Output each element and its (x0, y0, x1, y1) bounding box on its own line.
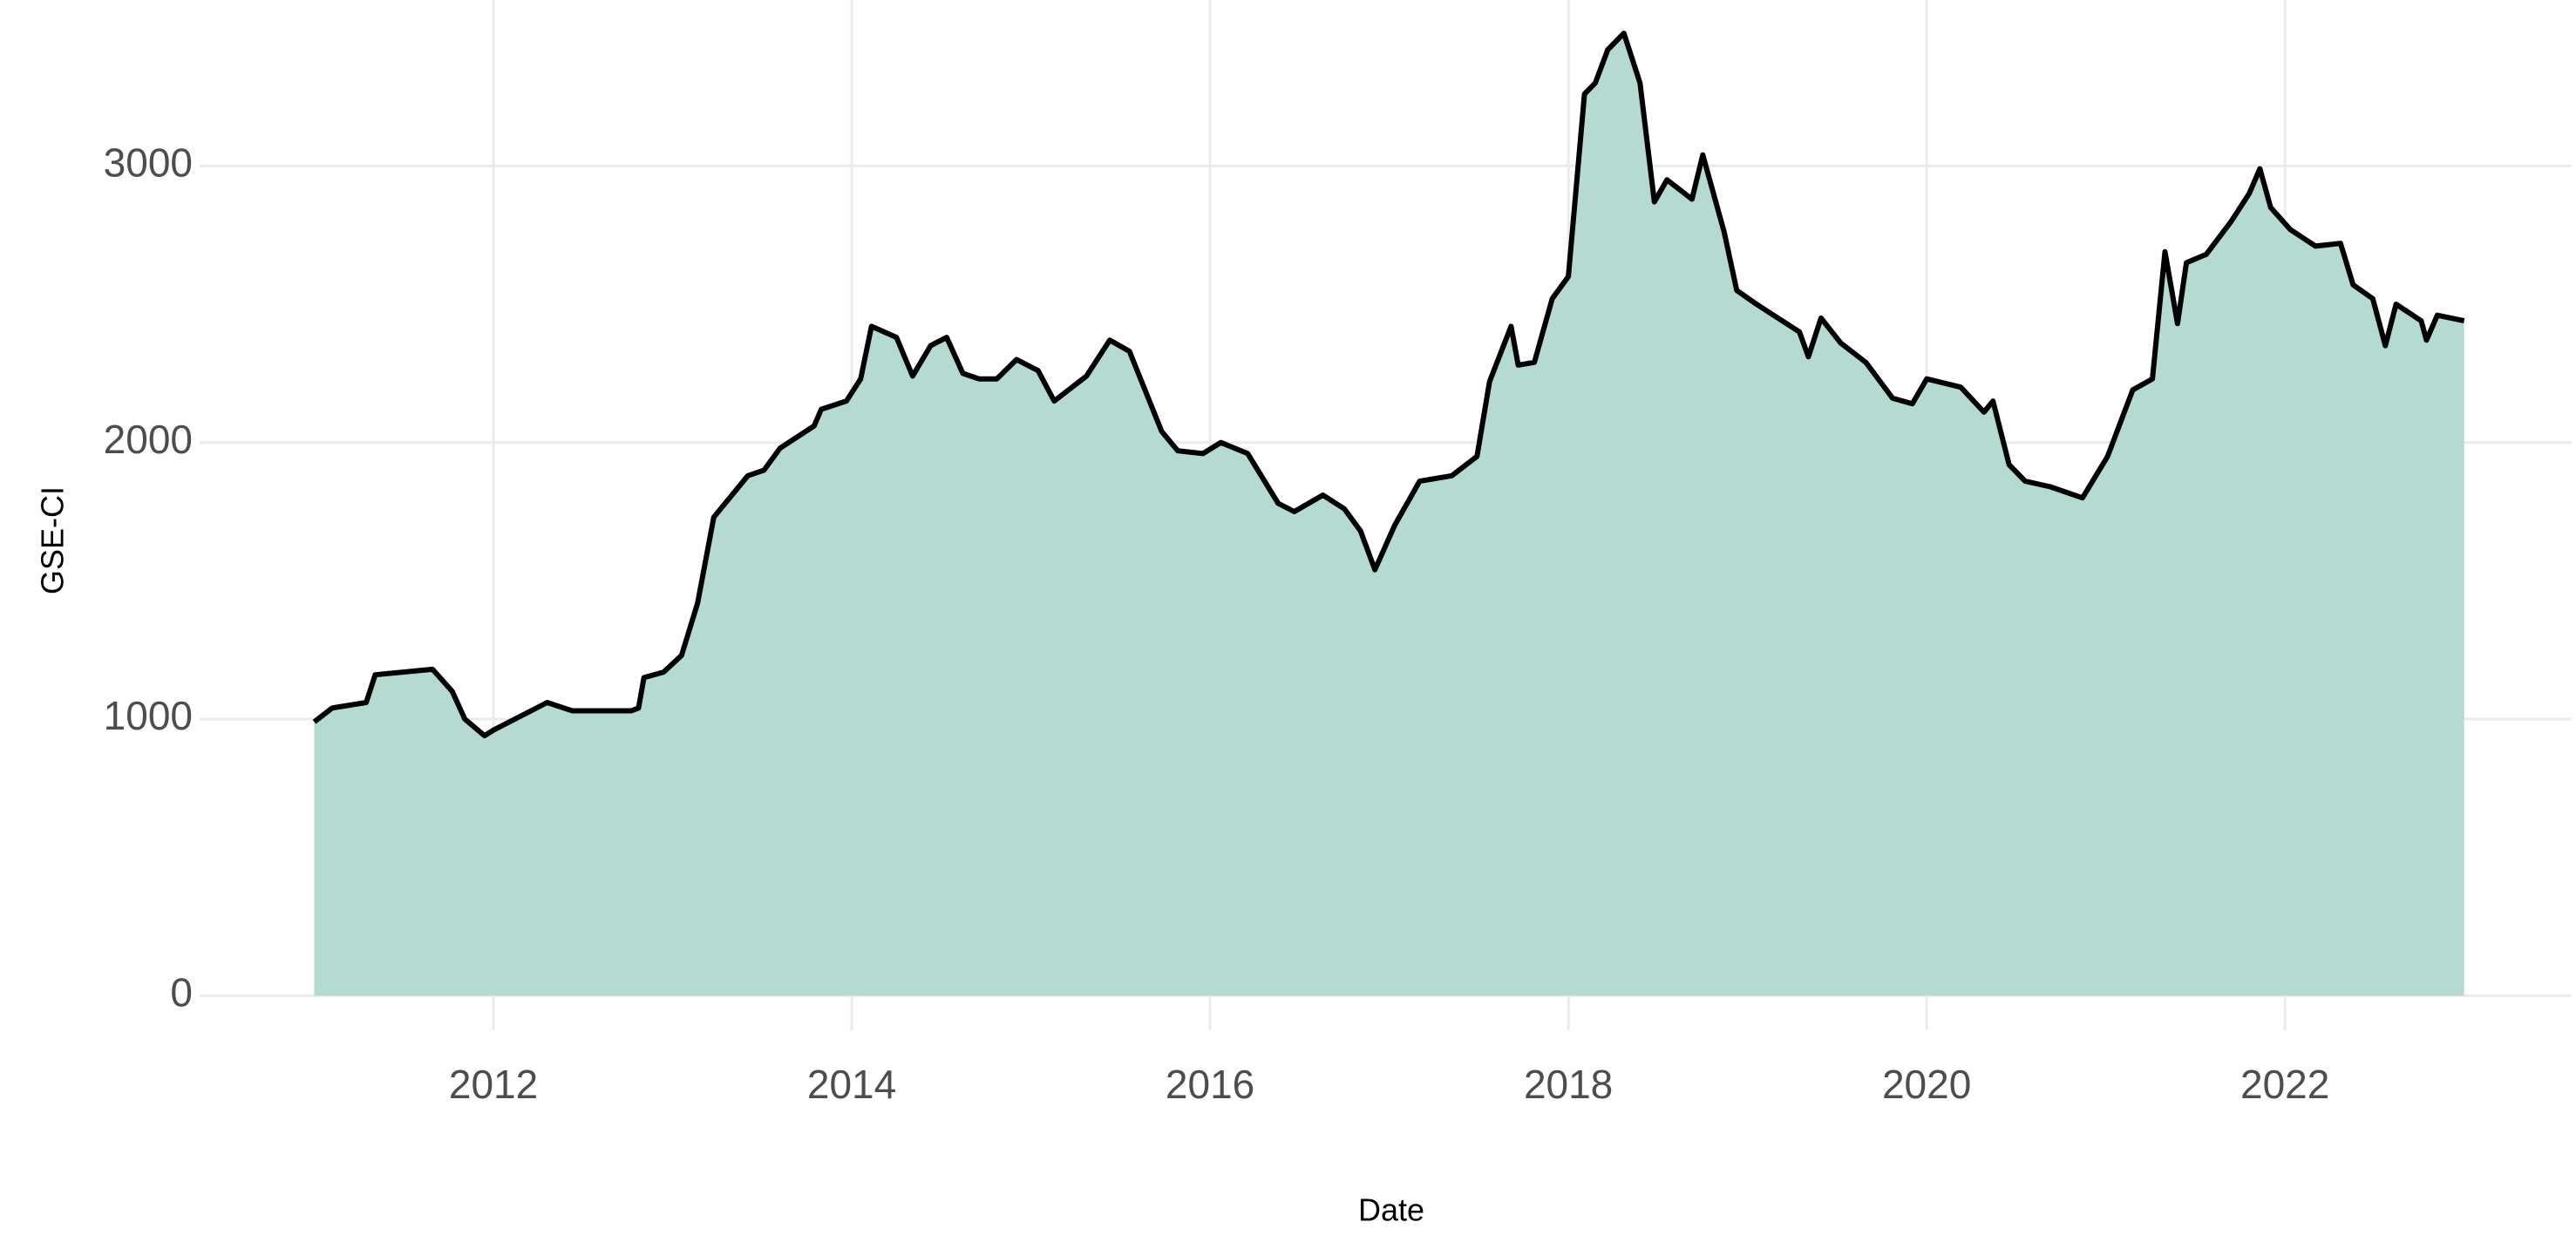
line (312, 31, 2465, 739)
y-tick-label: 3000 (104, 140, 193, 186)
y-tick-label: 0 (170, 969, 193, 1015)
x-tick-label: 2012 (449, 1062, 538, 1107)
y-tick-label: 2000 (104, 417, 193, 462)
x-tick-label: 2018 (1524, 1062, 1613, 1107)
x-tick-label: 2014 (807, 1062, 896, 1107)
area (314, 33, 2464, 996)
labels: 0 1000 2000 3000 2012 2014 2016 2018 2020 2022 (104, 140, 2330, 1108)
y-axis-title: GSE-CI (35, 486, 71, 594)
y-tick-label: 1000 (104, 693, 193, 738)
marks (312, 31, 2465, 996)
x-tick-label: 2022 (2240, 1062, 2329, 1107)
x-axis-title: Date (1358, 1192, 1424, 1228)
x-tick-label: 2020 (1882, 1062, 1971, 1107)
x-tick-label: 2016 (1166, 1062, 1254, 1107)
